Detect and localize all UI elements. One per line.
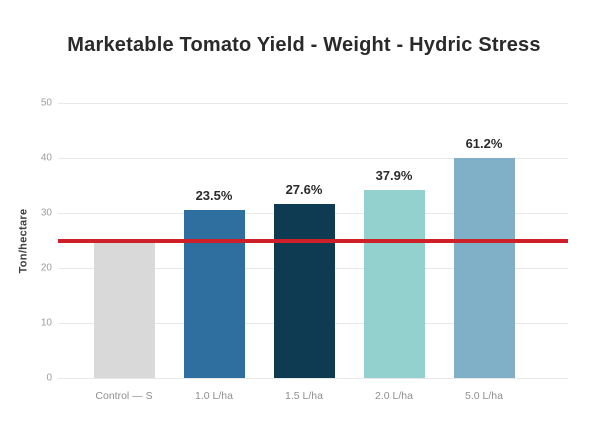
bar-2 [183,209,245,378]
bar-value-label: 61.2% [465,136,503,151]
bar-4 [363,189,425,378]
y-tick-label: 50 [40,97,52,109]
bar-value-label: 23.5% [195,187,233,203]
y-axis-title: Ton/hectare [10,103,36,378]
x-tick-label: 2.0 L/ha [375,390,413,402]
gridline [58,378,568,379]
gridline [58,103,568,104]
y-tick-label: 10 [40,317,52,329]
bar-1 [93,241,155,378]
bar-value-label: 27.6% [285,182,323,198]
reference-line [58,238,568,243]
y-tick-label: 0 [46,372,52,384]
x-tick-label: 5.0 L/ha [465,390,503,402]
bar-value-label: 37.9% [375,167,413,183]
y-tick-label: 30 [40,207,52,219]
bar-3 [273,204,335,378]
gridline [58,158,568,159]
bar-5 [453,158,515,378]
chart-title: Marketable Tomato Yield - Weight - Hydri… [67,34,541,56]
y-tick-label: 20 [40,262,52,274]
x-tick-label: Control — S [95,390,153,402]
plot-area: 0 10 20 30 40 50 Control — S 23.5% 1.0 L/ha 27.6%… [41,98,568,402]
x-tick-label: 1.0 L/ha [195,390,233,402]
y-tick-label: 40 [40,152,52,164]
x-tick-label: 1.5 L/ha [285,390,323,402]
